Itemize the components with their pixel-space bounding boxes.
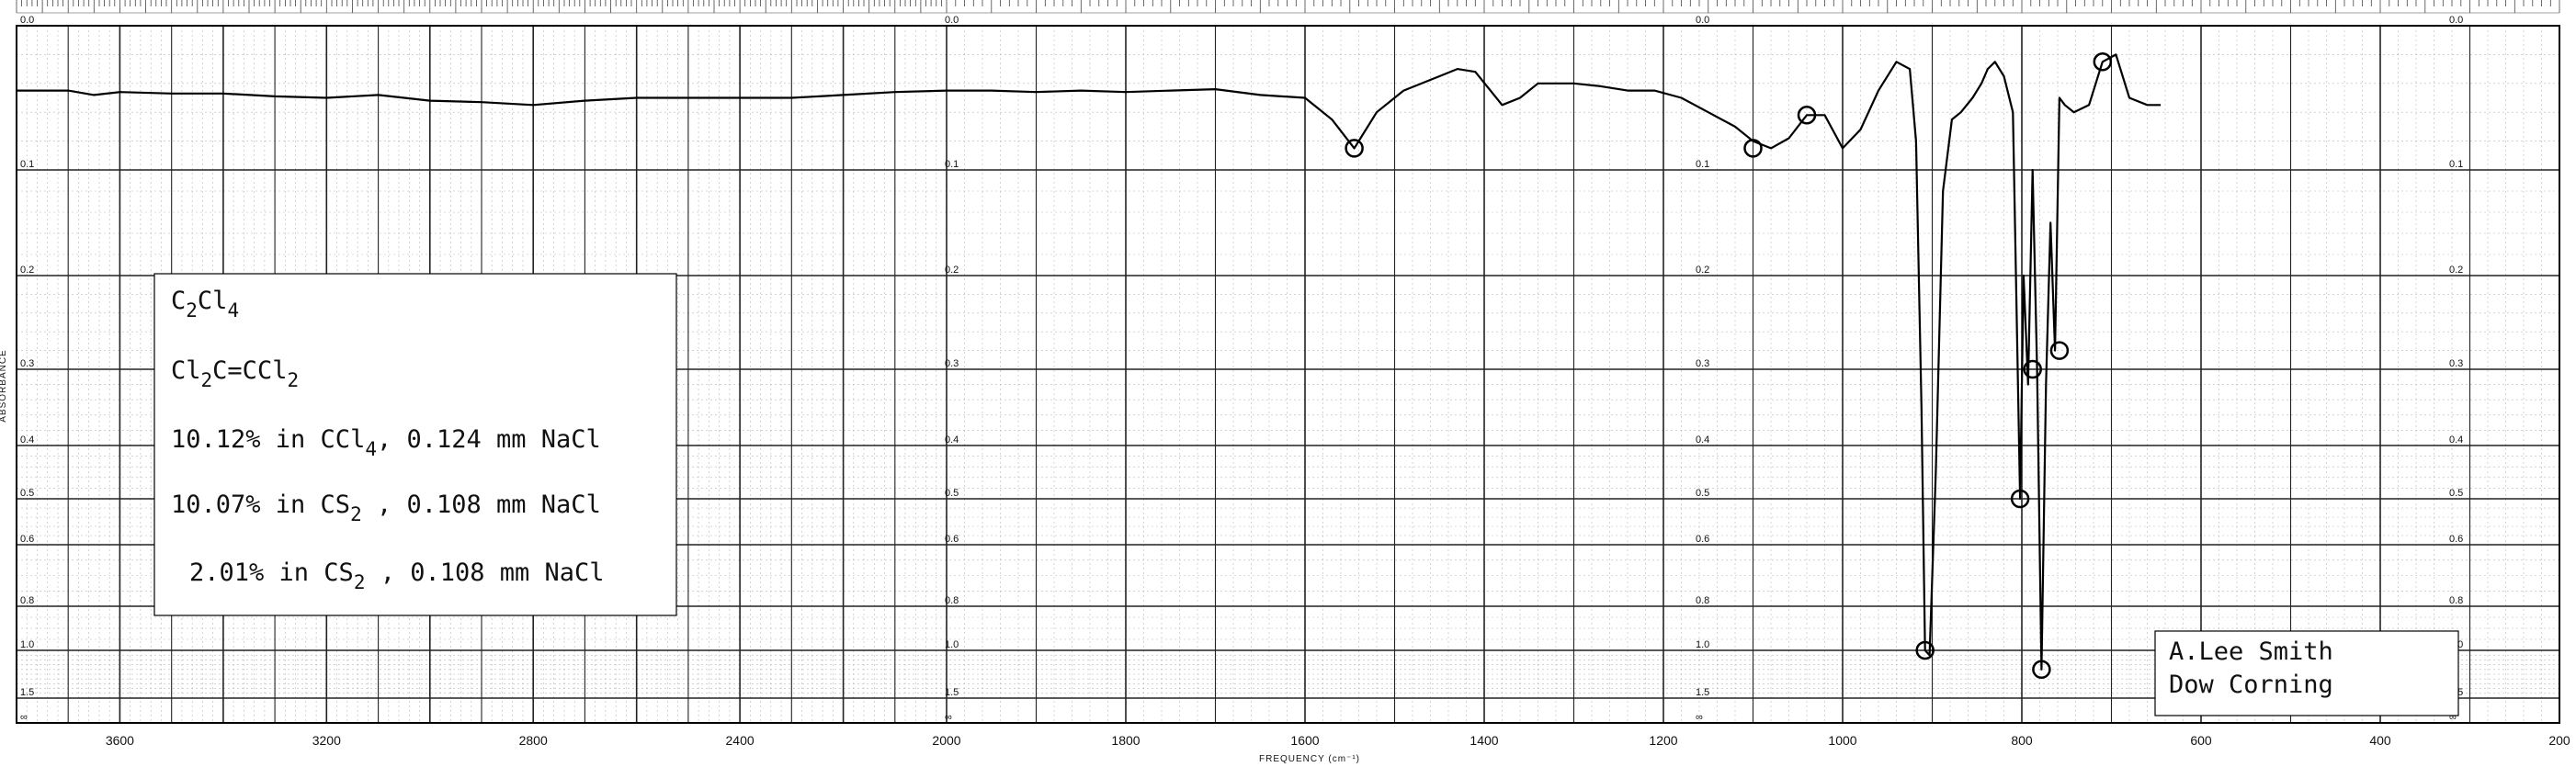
- frequency-tick-label: 400: [2369, 733, 2391, 748]
- absorbance-tick-label: 0.3: [1696, 358, 1709, 369]
- absorbance-tick-label: 0.2: [20, 265, 34, 276]
- peak-marker-circle: [2049, 341, 2070, 360]
- frequency-tick-label: 200: [2548, 733, 2570, 748]
- absorbance-tick-label: 0.2: [1696, 265, 1709, 276]
- peak-marker-circle: [1797, 106, 1817, 125]
- absorbance-tick-label: 0.2: [2449, 265, 2463, 276]
- absorbance-tick-label: 0.1: [20, 159, 34, 170]
- frequency-tick-label: 2800: [519, 733, 548, 748]
- absorbance-tick-label: 0.4: [2449, 434, 2463, 446]
- absorbance-tick-label: 1.0: [20, 639, 34, 650]
- absorbance-tick-label: 0.2: [945, 265, 959, 276]
- frequency-tick-labels: 3600 3200 2800 2400 2000 1800 1600 1400 1200 1000…: [106, 733, 2570, 748]
- frequency-tick-label: 3200: [312, 733, 341, 748]
- absorbance-tick-label: 1.5: [20, 687, 34, 698]
- absorbance-tick-label: 0.5: [945, 488, 959, 499]
- absorbance-tick-label: 1.0: [945, 639, 959, 650]
- absorbance-tick-label: 1.5: [945, 687, 959, 698]
- absorbance-tick-label: 0.0: [20, 15, 34, 26]
- absorbance-tick-label: 0.6: [945, 534, 959, 545]
- absorbance-tick-label: 0.5: [1696, 488, 1709, 499]
- frequency-tick-label: 1400: [1470, 733, 1498, 748]
- frequency-tick-label: 1800: [1111, 733, 1140, 748]
- absorbance-tick-labels: 0.0 0.0 0.0 0.0 0.1 0.1 0.1 0.1 0.2 0.2 0.2 0.2 0.3 0…: [20, 15, 2463, 723]
- absorbance-tick-label: 0.6: [20, 534, 34, 545]
- credit-line: A.Lee Smith: [2169, 637, 2333, 666]
- peak-marker-circle: [2023, 359, 2042, 379]
- peak-marker-circle: [2093, 52, 2113, 72]
- absorbance-tick-label: 1.5: [1696, 687, 1709, 698]
- absorbance-tick-label: ∞: [20, 712, 28, 723]
- sample-info-box: C2Cl4 Cl2C=CCl2 10.12% in CCl4, 0.124 mm N…: [153, 273, 677, 616]
- absorbance-tick-label: 0.1: [1696, 159, 1709, 170]
- frequency-tick-label: 1200: [1649, 733, 1677, 748]
- absorbance-tick-label: 0.0: [945, 15, 959, 26]
- absorbance-tick-label: 0.8: [945, 595, 959, 606]
- sample-condition-line: 10.07% in CS2 , 0.108 mm NaCl: [171, 491, 601, 525]
- absorbance-tick-label: 0.1: [2449, 159, 2463, 170]
- peak-marker-circle: [1743, 139, 1763, 158]
- absorbance-tick-label: 0.0: [2449, 15, 2463, 26]
- absorbance-tick-label: 0.4: [1696, 434, 1709, 446]
- peak-marker-circle: [1345, 139, 1364, 158]
- plot-frame: [16, 25, 2560, 724]
- absorbance-tick-label: 0.3: [20, 358, 34, 369]
- structural-formula: Cl2C=CCl2: [171, 356, 299, 391]
- absorbance-tick-label: ∞: [1696, 712, 1703, 723]
- absorbance-tick-label: 0.4: [20, 434, 34, 446]
- absorbance-tick-label: 0.8: [20, 595, 34, 606]
- absorbance-tick-label: 0.5: [2449, 488, 2463, 499]
- absorbance-tick-label: 0.6: [2449, 534, 2463, 545]
- credit-panel: [2154, 630, 2459, 716]
- frequency-tick-label: 2400: [726, 733, 755, 748]
- absorbance-tick-label: 0.8: [2449, 595, 2463, 606]
- credit-box: A.Lee Smith Dow Corning: [2154, 630, 2459, 716]
- absorbance-tick-label: 0.0: [1696, 15, 1709, 26]
- absorbance-tick-label: 0.1: [945, 159, 959, 170]
- absorbance-tick-label: 0.4: [945, 434, 959, 446]
- molecular-formula: C2Cl4: [171, 287, 239, 321]
- frequency-tick-label: 2000: [932, 733, 960, 748]
- frequency-tick-label: 3600: [106, 733, 134, 748]
- frequency-tick-label: 1600: [1290, 733, 1319, 748]
- absorbance-tick-label: 0.8: [1696, 595, 1709, 606]
- absorbance-tick-label: 0.6: [1696, 534, 1709, 545]
- absorbance-tick-label: 0.3: [2449, 358, 2463, 369]
- credit-line: Dow Corning: [2169, 671, 2333, 699]
- peak-markers: [1345, 52, 2113, 680]
- sample-info-panel: [153, 273, 677, 616]
- spectrum-trace: [17, 53, 2162, 671]
- absorbance-tick-label: ∞: [945, 712, 952, 723]
- y-axis-title: ABSORBANCE: [0, 349, 8, 422]
- absorbance-tick-label: 0.5: [20, 488, 34, 499]
- peak-marker-circle: [2010, 489, 2030, 509]
- absorbance-tick-label: 0.3: [945, 358, 959, 369]
- peak-marker-circle: [2032, 660, 2051, 680]
- sample-condition-line: 2.01% in CS2 , 0.108 mm NaCl: [189, 558, 605, 593]
- peak-marker-circle: [1915, 640, 1935, 660]
- frequency-tick-label: 600: [2190, 733, 2212, 748]
- frequency-tick-label: 800: [2011, 733, 2033, 748]
- frequency-tick-label: 1000: [1828, 733, 1856, 748]
- sample-condition-line: 10.12% in CCl4, 0.124 mm NaCl: [171, 425, 601, 460]
- absorbance-tick-label: ∞: [2449, 712, 2457, 723]
- absorbance-tick-label: 1.0: [1696, 639, 1709, 650]
- x-axis-title: FREQUENCY (cm⁻¹): [1259, 754, 1360, 764]
